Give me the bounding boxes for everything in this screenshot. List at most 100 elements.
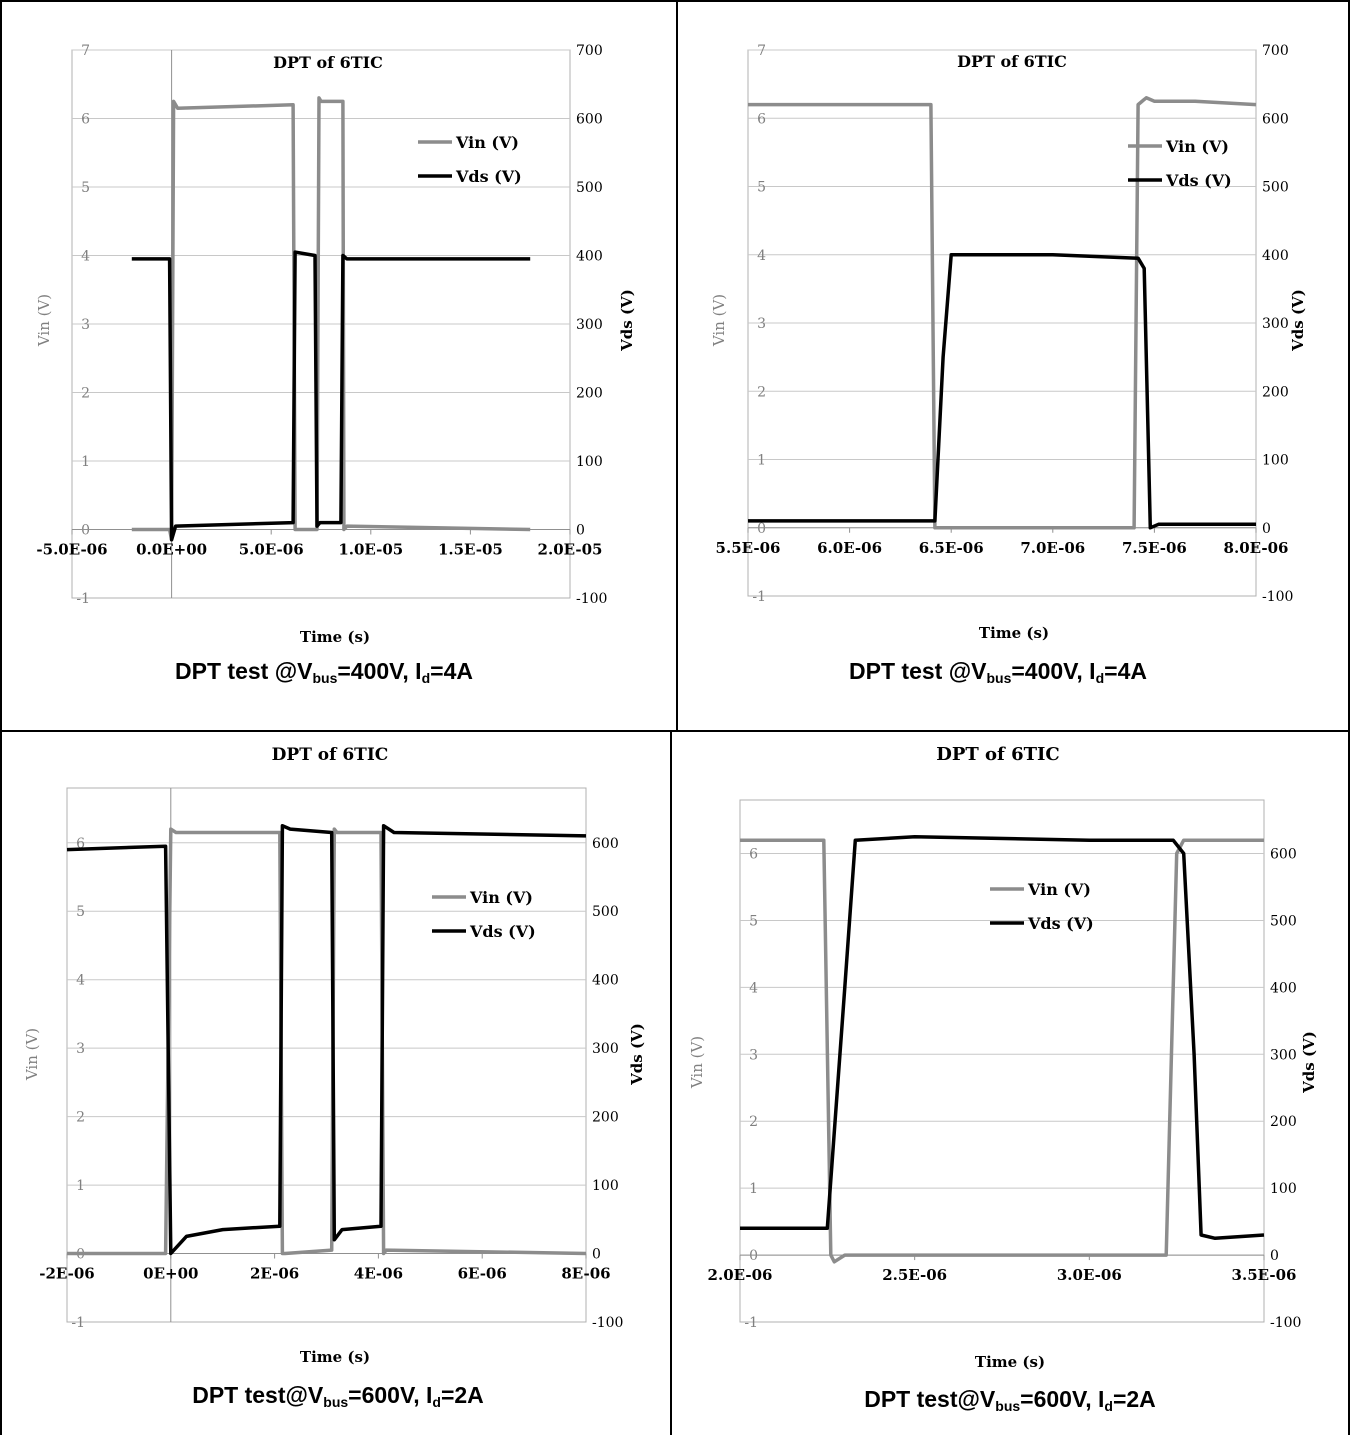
chart-4-caption: DPT test@Vbus=600V, Id=2A [864,1386,1156,1414]
y2-tick-label: 0 [1262,521,1271,537]
y2-tick-label: 100 [1262,453,1289,469]
legend-vin-label: Vin (V) [1165,137,1229,156]
x-tick-label: 2E-06 [250,1265,299,1283]
x-tick-label: 3.0E-06 [1057,1266,1122,1284]
x-tick-label: 2.0E-05 [538,541,603,559]
y-tick-label: -1 [744,1315,758,1331]
series-vin-line [67,827,587,1256]
y2-tick-label: 200 [592,1110,619,1126]
y-tick-label: -1 [752,589,766,605]
y-tick-label: 4 [76,973,85,989]
chart-2-caption: DPT test @Vbus=400V, Id=4A [849,658,1147,686]
x-tick-label: -2E-06 [39,1265,94,1283]
table-col-divider-bottom [670,731,672,1435]
chart-panel-1: -1 0 1 2 3 4 5 6 7 -100 0 100 200 300 400 500 600 700 -5.0… [2,2,676,730]
y-tick-label: 2 [757,384,766,400]
legend-vds-label: Vds (V) [455,167,522,186]
plot-area-frame [66,787,587,1323]
x-tick-label: 7.5E-06 [1122,539,1187,557]
y2-tick-label: 400 [576,249,603,265]
x-tick-label: 7.0E-06 [1020,539,1085,557]
y2-tick-label: 200 [576,386,603,402]
y-tick-label: -1 [71,1315,85,1331]
x-tick-label: 5.5E-06 [716,539,781,557]
chart-title: DPT of 6TIC [936,744,1060,765]
series-vds-line [66,823,587,1256]
y2-tick-label: 500 [576,180,603,196]
y-tick-label: 0 [81,523,90,539]
y2-tick-label: -100 [1270,1315,1301,1331]
table-border-left [0,0,2,1435]
table-col-divider-top [676,0,678,731]
y-tick-label: 3 [757,316,766,332]
x-axis-label: Time (s) [979,624,1049,642]
y2-axis-label: Vds (V) [628,1023,646,1086]
y-tick-label: 1 [757,453,766,469]
y-axis-label: Vin (V) [688,1036,706,1089]
chart-panel-3: -1 0 1 2 3 4 5 6 -100 0 100 200 300 400 500 600 -2E-06 0E… [2,732,670,1435]
x-tick-label: 8.0E-06 [1224,539,1289,557]
legend-vin-label: Vin (V) [455,133,519,152]
chart-title: DPT of 6TIC [272,745,389,765]
y2-tick-label: 600 [1270,847,1297,863]
y-tick-label: 7 [81,43,90,59]
y-tick-label: 4 [757,248,766,264]
y-axis-label: Vin (V) [35,294,53,347]
y-tick-label: 6 [757,111,766,127]
y-tick-label: 6 [749,847,758,863]
y2-axis-label: Vds (V) [1289,289,1307,352]
chart-title: DPT of 6TIC [273,53,383,72]
y-tick-label: 2 [749,1114,758,1130]
x-tick-label: 5.0E-06 [239,541,304,559]
y2-tick-label: -100 [576,591,607,607]
table-border-top [0,0,1350,2]
y-axis-label: Vin (V) [710,294,728,347]
table-border-right [1348,0,1350,1435]
y2-tick-label: 500 [1262,180,1289,196]
x-tick-label: 3.5E-06 [1232,1266,1297,1284]
chart-1-caption: DPT test @Vbus=400V, Id=4A [175,658,473,686]
x-tick-label: 6.0E-06 [817,539,882,557]
y-tick-label: 5 [81,180,90,196]
chart-panel-4: -1 0 1 2 3 4 5 6 -100 0 100 200 300 400 500 600 2.0E-06 2… [672,732,1348,1435]
x-axis-label: Time (s) [975,1353,1045,1371]
x-tick-label: 6.5E-06 [919,539,984,557]
y2-tick-label: 300 [592,1041,619,1057]
legend-vds-label: Vds (V) [1165,171,1232,190]
y-tick-label: 1 [76,1178,85,1194]
y-tick-label: 5 [757,180,766,196]
y2-tick-label: 600 [576,112,603,128]
y-tick-label: 7 [757,43,766,59]
y2-tick-label: 400 [1262,248,1289,264]
y2-tick-label: 0 [1270,1248,1279,1264]
y-tick-label: 3 [749,1047,758,1063]
chart-panel-2: -1 0 1 2 3 4 5 6 7 -100 0 100 200 300 400 500 600 700 5.5E… [678,2,1348,730]
y2-tick-label: 300 [1270,1047,1297,1063]
y-tick-label: 6 [81,112,90,128]
x-tick-label: 2.5E-06 [882,1266,947,1284]
y-axis-label: Vin (V) [23,1028,41,1081]
y2-tick-label: 200 [1262,384,1289,400]
legend-vin-label: Vin (V) [469,888,533,907]
y2-tick-label: 100 [576,454,603,470]
y-tick-label: 6 [76,836,85,852]
series-vin-line [131,96,531,542]
x-tick-label: 6E-06 [458,1265,507,1283]
x-tick-label: 8E-06 [561,1265,610,1283]
y-tick-label: 1 [81,454,90,470]
y2-tick-label: 100 [1270,1181,1297,1197]
y-tick-label: 3 [81,317,90,333]
x-tick-label: 2.0E-06 [708,1266,773,1284]
legend-vds-label: Vds (V) [469,922,536,941]
y2-tick-label: 600 [1262,111,1289,127]
y-tick-label: 5 [749,913,758,929]
chart-3-caption: DPT test@Vbus=600V, Id=2A [192,1382,484,1410]
x-tick-label: 0.0E+00 [136,541,207,559]
y-tick-label: 3 [76,1041,85,1057]
y2-axis-label: Vds (V) [618,289,636,352]
plot-area-frame [739,799,1265,1323]
y2-tick-label: 400 [592,973,619,989]
x-tick-label: 1.5E-05 [438,541,503,559]
